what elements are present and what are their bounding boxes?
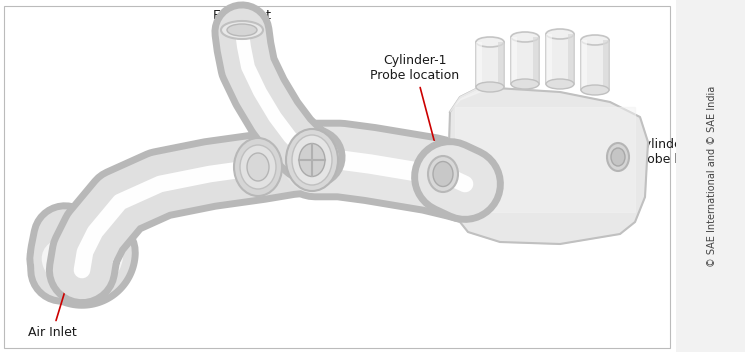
- Text: Cylinder-2
Probe location: Cylinder-2 Probe location: [623, 138, 724, 166]
- Bar: [498, 42, 504, 87]
- Ellipse shape: [247, 153, 269, 181]
- Ellipse shape: [581, 85, 609, 95]
- Ellipse shape: [581, 35, 609, 45]
- Bar: [511, 37, 517, 84]
- Bar: [581, 40, 587, 90]
- Bar: [546, 34, 574, 84]
- Ellipse shape: [433, 162, 453, 187]
- Ellipse shape: [607, 143, 629, 171]
- Bar: [568, 34, 574, 84]
- Polygon shape: [448, 87, 648, 244]
- Bar: [546, 34, 552, 84]
- Polygon shape: [455, 107, 635, 212]
- Ellipse shape: [511, 32, 539, 42]
- Bar: [476, 42, 504, 87]
- Ellipse shape: [234, 138, 282, 196]
- Bar: [476, 42, 482, 87]
- Ellipse shape: [611, 148, 625, 166]
- Polygon shape: [450, 87, 500, 112]
- Bar: [533, 37, 539, 84]
- Text: Air Inlet: Air Inlet: [28, 272, 77, 339]
- Ellipse shape: [546, 29, 574, 39]
- Ellipse shape: [286, 129, 338, 191]
- Text: © SAE International and © SAE India: © SAE International and © SAE India: [707, 86, 717, 266]
- Ellipse shape: [546, 79, 574, 89]
- Bar: [581, 40, 609, 90]
- Ellipse shape: [227, 24, 257, 36]
- Ellipse shape: [240, 145, 276, 189]
- Ellipse shape: [476, 37, 504, 47]
- Ellipse shape: [221, 21, 263, 39]
- Bar: [603, 40, 609, 90]
- Ellipse shape: [292, 135, 332, 185]
- Text: Cylinder-1
Probe location: Cylinder-1 Probe location: [370, 54, 460, 170]
- Ellipse shape: [299, 144, 325, 176]
- Ellipse shape: [511, 79, 539, 89]
- Ellipse shape: [428, 156, 458, 192]
- Ellipse shape: [476, 82, 504, 92]
- Text: EGR Inlet: EGR Inlet: [213, 9, 271, 29]
- Bar: [511, 37, 539, 84]
